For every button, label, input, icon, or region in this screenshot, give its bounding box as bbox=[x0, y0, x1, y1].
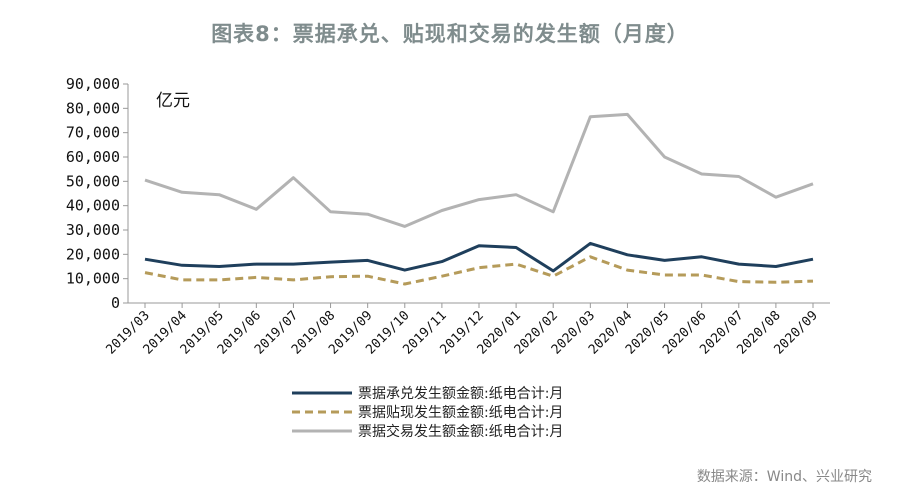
y-tick-label: 0 bbox=[111, 294, 120, 312]
y-tick-label: 40,000 bbox=[66, 197, 120, 215]
y-tick-label: 30,000 bbox=[66, 221, 120, 239]
chart-title: 图表8：票据承兑、贴现和交易的发生额（月度） bbox=[211, 22, 689, 46]
legend-label-2: 票据贴现发生额金额:纸电合计:月 bbox=[358, 405, 563, 421]
legend-label-1: 票据承兑发生额金额:纸电合计:月 bbox=[358, 386, 563, 402]
chart-axes: 0 10,000 20,000 30,000 40,000 50,000 60,000 70,… bbox=[66, 75, 830, 358]
legend-label-3: 票据交易发生额金额:纸电合计:月 bbox=[358, 423, 563, 440]
y-tick-label: 80,000 bbox=[66, 99, 120, 117]
y-tick-label: 50,000 bbox=[66, 172, 120, 190]
y-tick-label: 90,000 bbox=[66, 75, 120, 93]
plot-area bbox=[144, 112, 814, 286]
y-tick-label: 20,000 bbox=[66, 245, 120, 263]
y-tick-label: 70,000 bbox=[66, 124, 120, 142]
series-line-1 bbox=[144, 241, 814, 273]
series-line-3 bbox=[144, 112, 814, 228]
y-tick-label: 10,000 bbox=[66, 270, 120, 288]
y-tick-label: 60,000 bbox=[66, 148, 120, 166]
series-line-2 bbox=[144, 255, 814, 286]
y-axis-unit-label: 亿元 bbox=[156, 91, 190, 111]
legend: 票据承兑发生额金额:纸电合计:月票据贴现发生额金额:纸电合计:月票据交易发生额金… bbox=[292, 386, 563, 440]
source-note: 数据来源：Wind、兴业研究 bbox=[696, 469, 872, 485]
